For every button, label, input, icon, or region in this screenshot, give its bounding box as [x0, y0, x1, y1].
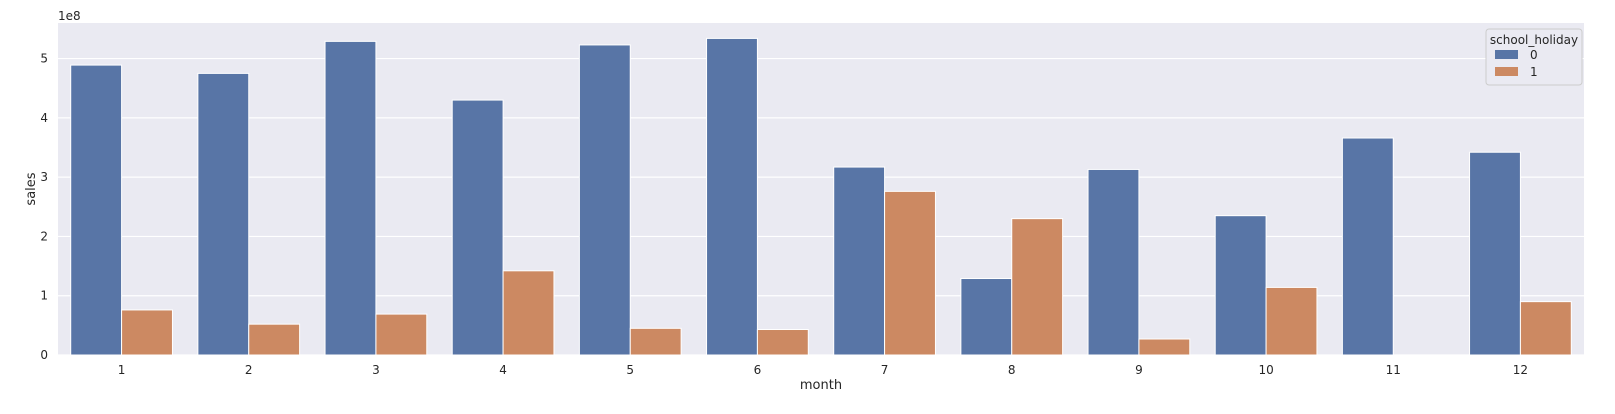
x-tick-label: 5: [626, 363, 634, 377]
y-tick-label: 3: [40, 170, 48, 184]
grid-lines: [58, 57, 1584, 356]
x-tick-label: 12: [1513, 363, 1528, 377]
bars: [70, 37, 1572, 356]
bar-month-2-holiday-1: [248, 323, 301, 356]
x-tick-label: 9: [1135, 363, 1143, 377]
bar-month-12-holiday-1: [1519, 301, 1572, 356]
bar-month-3-holiday-0: [324, 40, 377, 356]
legend: school_holiday 0 1: [1485, 28, 1583, 86]
legend-label-1: 1: [1530, 65, 1538, 79]
bar-month-7-holiday-0: [833, 166, 886, 356]
bar-month-5-holiday-1: [629, 327, 682, 356]
bar-month-4-holiday-0: [451, 99, 504, 356]
x-tick-label: 11: [1386, 363, 1401, 377]
bar-month-12-holiday-0: [1469, 151, 1521, 356]
legend-swatch-1: [1495, 67, 1518, 76]
bar-month-11-holiday-0: [1341, 137, 1394, 356]
bar-month-6-holiday-0: [706, 37, 758, 356]
y-tick-label: 0: [40, 348, 48, 362]
x-tick-label: 1: [118, 363, 126, 377]
bar-month-8-holiday-1: [1011, 218, 1064, 356]
x-tick-label: 6: [754, 363, 762, 377]
bar-month-2-holiday-0: [197, 72, 250, 356]
y-axis-ticks: 0 1 2 3 4 5: [40, 52, 48, 362]
x-tick-label: 8: [1008, 363, 1016, 377]
bar-month-8-holiday-0: [960, 278, 1013, 356]
bar-month-9-holiday-1: [1138, 338, 1191, 356]
legend-swatch-0: [1495, 50, 1518, 59]
bar-month-5-holiday-0: [578, 44, 631, 356]
x-tick-label: 2: [245, 363, 253, 377]
y-axis-title: sales: [24, 172, 39, 205]
x-axis-title: month: [800, 378, 842, 393]
legend-label-0: 0: [1530, 48, 1538, 62]
y-axis-offset-label: 1e8: [58, 9, 81, 23]
bar-month-3-holiday-1: [375, 313, 428, 356]
bar-month-10-holiday-1: [1265, 286, 1318, 356]
y-tick-label: 5: [40, 52, 48, 66]
bar-month-10-holiday-0: [1214, 215, 1267, 356]
bar-month-7-holiday-1: [884, 190, 936, 356]
bar-month-6-holiday-1: [756, 329, 809, 356]
bar-month-1-holiday-1: [121, 309, 173, 356]
bar-month-9-holiday-0: [1087, 168, 1140, 356]
bar-month-4-holiday-1: [502, 270, 555, 356]
x-tick-label: 10: [1258, 363, 1273, 377]
bar-month-1-holiday-0: [70, 64, 123, 356]
x-tick-label: 7: [881, 363, 889, 377]
x-tick-label: 3: [372, 363, 380, 377]
x-tick-label: 4: [499, 363, 507, 377]
x-axis-ticks: 1 2 3 4 5 6 7 8 9 10 11 12: [118, 363, 1528, 377]
plot-background: [58, 23, 1584, 355]
legend-title: school_holiday: [1490, 33, 1578, 47]
y-tick-label: 4: [40, 111, 48, 125]
y-tick-label: 1: [40, 289, 48, 303]
y-tick-label: 2: [40, 229, 48, 243]
